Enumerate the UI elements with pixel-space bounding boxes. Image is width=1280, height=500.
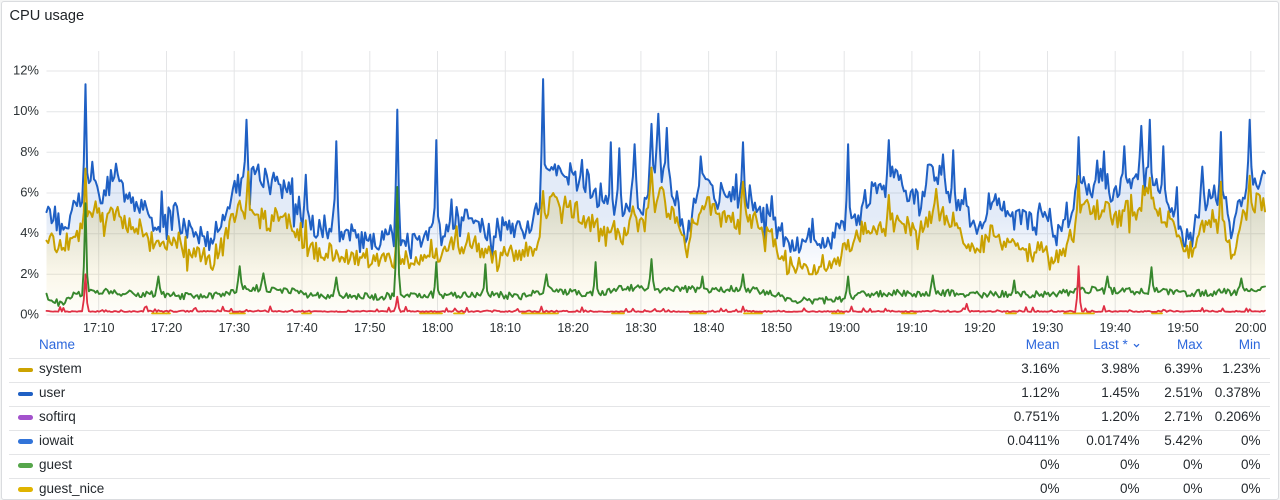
svg-text:19:20: 19:20 — [964, 321, 996, 335]
svg-text:12%: 12% — [13, 63, 39, 78]
svg-text:17:20: 17:20 — [151, 321, 183, 335]
svg-text:0%: 0% — [20, 307, 39, 322]
svg-text:19:50: 19:50 — [1167, 321, 1199, 335]
svg-text:10%: 10% — [13, 103, 39, 118]
svg-text:6%: 6% — [20, 185, 39, 200]
svg-text:17:50: 17:50 — [354, 321, 386, 335]
svg-text:8%: 8% — [20, 144, 39, 159]
svg-text:19:40: 19:40 — [1099, 321, 1131, 335]
svg-text:19:00: 19:00 — [828, 321, 860, 335]
svg-text:17:30: 17:30 — [218, 321, 250, 335]
svg-text:17:10: 17:10 — [83, 321, 115, 335]
svg-text:20:00: 20:00 — [1235, 321, 1267, 335]
svg-text:18:50: 18:50 — [761, 321, 793, 335]
svg-text:19:10: 19:10 — [896, 321, 928, 335]
svg-text:18:20: 18:20 — [557, 321, 589, 335]
svg-text:4%: 4% — [20, 225, 39, 240]
svg-text:18:30: 18:30 — [625, 321, 657, 335]
svg-text:2%: 2% — [20, 266, 39, 281]
svg-text:17:40: 17:40 — [286, 321, 318, 335]
svg-text:18:40: 18:40 — [693, 321, 725, 335]
svg-text:18:00: 18:00 — [422, 321, 454, 335]
svg-text:18:10: 18:10 — [490, 321, 522, 335]
svg-text:19:30: 19:30 — [1032, 321, 1064, 335]
